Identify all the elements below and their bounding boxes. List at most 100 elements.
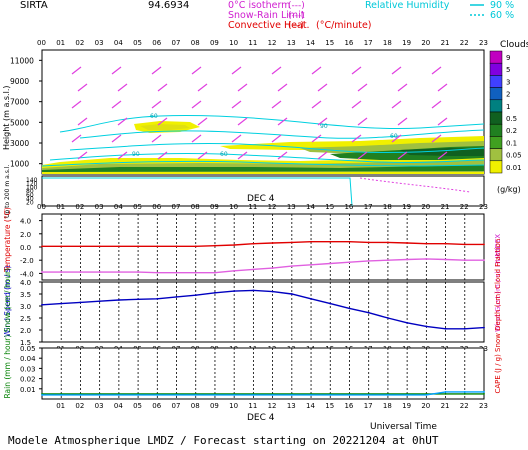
hour-tick-label: 12 (268, 203, 277, 211)
series-point (425, 257, 428, 260)
hour-tick-label: 22 (460, 39, 469, 47)
series-point (214, 291, 216, 294)
series-point (214, 271, 216, 274)
series-point (175, 394, 178, 396)
series-point (367, 259, 370, 262)
series-point (175, 271, 178, 274)
wind-arrow (191, 134, 202, 143)
series-point (483, 393, 485, 395)
wind-arrow (391, 66, 402, 75)
wind-arrow (111, 66, 122, 75)
series-point (60, 271, 63, 273)
series-point (463, 393, 466, 395)
y-axis-label-right: CAPE (J / g) Snow Depth (cm) Cloud Fract… (494, 239, 502, 394)
wind-arrow (431, 100, 442, 109)
y-tick-label: 0.01 (20, 386, 36, 394)
hour-tick-label: 17 (364, 203, 373, 211)
hour-tick-label: 13 (287, 203, 296, 211)
hour-tick-label: 01 (56, 402, 65, 410)
height-tick-label: 9000 (10, 77, 29, 86)
hour-tick-label: 05 (133, 203, 142, 211)
hour-tick-label: 16 (344, 402, 353, 410)
wind-arrow (77, 117, 88, 126)
y-axis-label: Wind Speed (m / s) (3, 265, 12, 337)
series-point (117, 245, 120, 248)
y-tick-label: 0.04 (20, 355, 36, 363)
low-height-tick-label: 120 (26, 181, 38, 188)
hour-tick-label: 14 (306, 402, 315, 410)
cloud-band (400, 148, 484, 156)
series-point (137, 298, 139, 301)
hour-tick-label: 14 (306, 39, 315, 47)
hour-tick-label: 09 (210, 402, 219, 410)
series-point (425, 325, 428, 328)
series-point (444, 242, 447, 245)
wind-arrow (317, 117, 328, 126)
rh-contour (69, 142, 485, 154)
hour-tick-label: 02 (75, 203, 84, 211)
low-height-axis-label: Up to 200 m a.s.l. (4, 165, 11, 218)
series-point (98, 271, 101, 273)
hour-tick-label: 06 (152, 402, 161, 410)
hour-tick-label: 22 (460, 402, 469, 410)
series-point (290, 241, 293, 244)
wind-arrow (437, 151, 448, 160)
series-point (483, 326, 485, 329)
colorbar-level-label: 9 (506, 54, 510, 62)
hour-tick-label: 23 (479, 203, 488, 211)
hour-tick-label: 02 (75, 39, 84, 47)
series-point (483, 243, 485, 246)
wind-arrow (357, 83, 368, 92)
colorbar-level-label: 0.1 (506, 139, 517, 147)
y-axis-label-right: Wind Gust (m / s) (494, 271, 502, 332)
hour-tick-label: 16 (344, 203, 353, 211)
hour-tick-label: 06 (152, 203, 161, 211)
series-point (117, 299, 120, 301)
hour-tick-label: 18 (383, 402, 392, 410)
colorbar-level-label: 0.01 (506, 164, 522, 172)
series-point (60, 245, 63, 248)
legend-left-sample: (---) (288, 1, 305, 11)
wind-arrow (77, 151, 88, 160)
series-point (41, 303, 43, 306)
series-point (348, 240, 351, 243)
wind-arrow (197, 83, 208, 92)
series-point (290, 394, 293, 396)
rh-contour-label: 60 (220, 151, 228, 158)
series-point (214, 244, 216, 247)
rh-contour (41, 160, 485, 167)
wind-arrow (157, 83, 168, 92)
wind-arrow (277, 151, 288, 160)
hour-tick-label: 21 (441, 402, 450, 410)
wind-arrow (317, 151, 328, 160)
hour-tick-label: 08 (191, 402, 200, 410)
legend-left-label: 0°C isotherm (228, 0, 290, 11)
wind-arrow (157, 151, 168, 160)
series-point (252, 289, 255, 292)
wind-arrow (117, 83, 128, 92)
series-point (271, 267, 274, 270)
hour-tick-label: 22 (460, 203, 469, 211)
low-height-frame (41, 175, 485, 207)
low-rh-contour (42, 177, 353, 207)
hour-tick-label: 21 (441, 39, 450, 47)
wind-arrow (351, 66, 362, 75)
hour-tick-label: 13 (287, 39, 296, 47)
hour-tick-label: 23 (479, 402, 488, 410)
wind-arrow (71, 66, 82, 75)
low-height-tick-label: 80 (26, 188, 34, 195)
series-point (252, 268, 255, 271)
hour-tick-label: 12 (268, 402, 277, 410)
y-tick-label: 4.0 (20, 218, 31, 226)
wind-arrow (397, 151, 408, 160)
series-point (271, 290, 274, 293)
series-point (310, 240, 312, 243)
series-point (348, 307, 351, 310)
wind-arrow (151, 134, 162, 143)
series-point (233, 290, 236, 293)
y-tick-label: 2.5 (20, 315, 31, 323)
series-point (387, 241, 389, 244)
rh-contour (79, 129, 485, 139)
hour-tick-label: 17 (364, 39, 373, 47)
series-point (329, 302, 332, 305)
